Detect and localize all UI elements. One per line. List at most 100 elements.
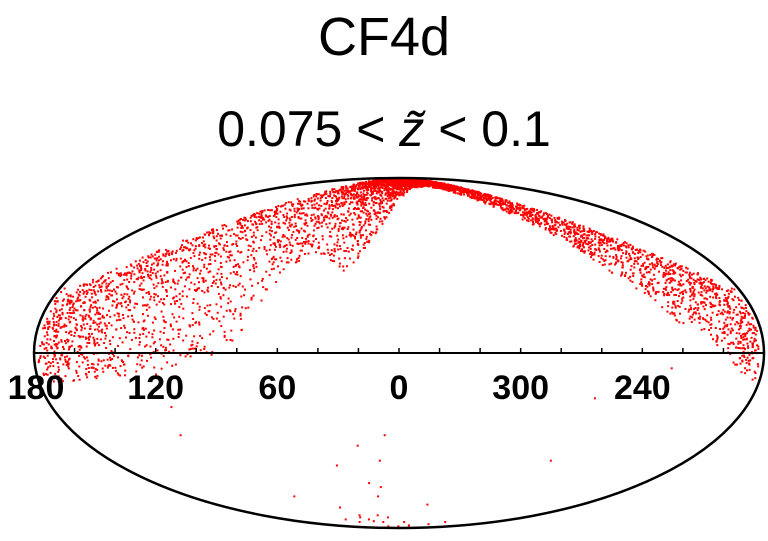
data-point bbox=[257, 215, 260, 218]
data-point bbox=[184, 355, 187, 358]
data-point bbox=[604, 255, 607, 258]
data-point bbox=[686, 267, 689, 270]
data-point bbox=[490, 195, 492, 198]
data-point bbox=[216, 286, 219, 288]
data-point bbox=[554, 231, 557, 234]
data-point bbox=[220, 281, 222, 284]
data-point bbox=[598, 236, 601, 239]
data-point bbox=[73, 335, 76, 337]
data-point bbox=[751, 378, 754, 381]
data-point bbox=[600, 254, 603, 257]
data-point bbox=[57, 324, 60, 327]
data-point bbox=[144, 327, 147, 330]
data-point bbox=[61, 311, 64, 314]
data-point bbox=[187, 265, 190, 268]
data-point bbox=[57, 366, 60, 369]
data-point bbox=[649, 268, 652, 271]
data-point bbox=[93, 290, 96, 293]
data-point bbox=[380, 186, 383, 189]
data-point bbox=[440, 184, 443, 187]
data-point bbox=[56, 362, 59, 364]
data-point bbox=[155, 373, 157, 376]
data-point bbox=[215, 239, 218, 242]
data-point bbox=[743, 314, 746, 317]
data-point bbox=[705, 304, 707, 307]
data-point bbox=[211, 282, 214, 284]
data-point bbox=[156, 349, 159, 352]
data-point bbox=[632, 275, 635, 277]
data-point bbox=[732, 343, 735, 346]
data-point bbox=[364, 186, 367, 189]
data-point bbox=[737, 296, 740, 299]
data-point bbox=[46, 321, 49, 324]
data-point bbox=[586, 230, 589, 233]
data-point bbox=[156, 257, 159, 260]
data-point bbox=[62, 348, 65, 351]
data-point bbox=[692, 290, 695, 293]
data-point bbox=[161, 302, 164, 305]
data-point bbox=[660, 264, 662, 267]
data-point bbox=[88, 310, 91, 313]
data-point bbox=[282, 234, 285, 236]
data-point bbox=[729, 332, 732, 335]
data-point bbox=[443, 184, 446, 187]
data-point bbox=[286, 257, 289, 260]
data-point bbox=[101, 314, 104, 317]
data-point bbox=[308, 199, 310, 202]
data-point bbox=[532, 210, 535, 213]
data-point bbox=[125, 272, 128, 275]
data-point bbox=[261, 210, 264, 212]
data-point bbox=[415, 182, 418, 185]
data-point bbox=[330, 199, 333, 202]
data-point bbox=[217, 292, 220, 295]
data-point bbox=[84, 372, 87, 375]
data-point bbox=[725, 325, 728, 328]
data-point bbox=[192, 238, 195, 241]
data-point bbox=[97, 317, 100, 320]
data-point bbox=[335, 195, 338, 198]
data-point bbox=[285, 261, 288, 264]
data-point bbox=[378, 190, 381, 192]
data-point bbox=[222, 247, 225, 250]
data-point bbox=[340, 195, 343, 198]
data-point bbox=[453, 188, 456, 191]
data-point bbox=[699, 293, 702, 296]
data-point bbox=[666, 310, 669, 313]
data-point bbox=[237, 219, 240, 222]
data-point bbox=[74, 326, 77, 329]
data-point bbox=[383, 216, 386, 219]
data-point bbox=[370, 190, 373, 193]
data-point bbox=[335, 197, 338, 200]
data-point bbox=[318, 222, 321, 225]
data-point bbox=[530, 215, 532, 218]
data-point bbox=[261, 211, 264, 214]
data-point bbox=[42, 355, 45, 358]
data-point bbox=[185, 334, 188, 337]
data-point bbox=[664, 264, 667, 267]
data-point bbox=[551, 228, 554, 231]
data-point bbox=[639, 271, 642, 274]
data-point bbox=[590, 256, 593, 259]
data-point bbox=[337, 229, 340, 232]
data-point bbox=[727, 289, 730, 292]
data-point bbox=[735, 313, 738, 316]
data-point bbox=[350, 188, 353, 191]
data-point bbox=[587, 249, 590, 252]
data-point bbox=[114, 369, 117, 372]
data-point bbox=[382, 206, 385, 209]
data-point bbox=[193, 289, 196, 291]
data-point bbox=[702, 318, 705, 321]
data-point bbox=[440, 182, 443, 185]
data-point bbox=[94, 343, 97, 346]
data-point bbox=[756, 363, 759, 366]
data-point bbox=[265, 221, 268, 224]
data-point bbox=[53, 355, 56, 358]
data-point bbox=[265, 215, 268, 218]
data-point bbox=[437, 182, 440, 184]
data-point bbox=[740, 315, 743, 318]
data-point bbox=[93, 340, 96, 343]
data-point bbox=[329, 254, 331, 257]
data-point bbox=[684, 271, 687, 274]
data-point bbox=[220, 272, 223, 275]
data-point bbox=[566, 233, 569, 235]
